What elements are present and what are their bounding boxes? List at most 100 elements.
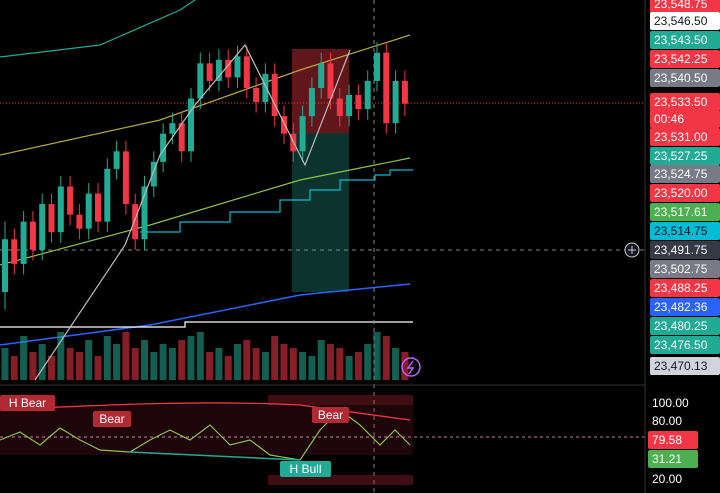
volume-bar — [187, 336, 195, 380]
price-tag — [650, 0, 720, 13]
candle-body — [188, 98, 194, 152]
osc-tag — [648, 470, 698, 488]
candle-body — [160, 133, 167, 162]
candle-body — [67, 186, 74, 215]
candle-body — [206, 63, 213, 81]
candle-body — [48, 204, 55, 233]
signal-label: Bear — [318, 408, 343, 422]
candle-body — [132, 204, 139, 240]
price-tag — [650, 31, 720, 49]
volume-bar — [168, 348, 176, 380]
price-label: 23,540.50 — [654, 71, 708, 85]
candle-body — [178, 123, 185, 152]
price-label: 23,482.36 — [654, 300, 708, 314]
price-tag — [650, 12, 720, 30]
volume-bar — [243, 340, 251, 380]
ma-green — [0, 157, 411, 266]
candle-body — [392, 80, 399, 124]
osc-tag — [648, 394, 698, 412]
ma-blue — [0, 283, 411, 346]
candle-body — [346, 95, 353, 117]
signal-tag — [312, 407, 349, 423]
crosshair-plus — [628, 246, 636, 254]
candle-body — [234, 56, 241, 78]
signal-label: H Bull — [289, 462, 321, 476]
volume-bar — [66, 348, 74, 380]
volume-bar — [224, 356, 232, 380]
price-label: 23,524.75 — [654, 167, 708, 181]
price-tag — [650, 298, 720, 316]
volume-bar — [336, 348, 344, 380]
volume-bar — [141, 340, 148, 380]
price-label: 23,543.50 — [654, 33, 708, 47]
price-label: 23,520.00 — [654, 186, 708, 200]
osc-label: 20.00 — [652, 472, 682, 486]
volume-bar — [29, 352, 37, 380]
alert-icon[interactable] — [401, 357, 421, 377]
osc-label: 79.58 — [652, 433, 682, 447]
volume-bar — [206, 352, 214, 380]
volume-bar — [150, 352, 158, 380]
price-label: 00:46 — [654, 112, 684, 126]
volume-bar — [10, 356, 18, 380]
candle-body — [122, 151, 129, 205]
candle-body — [225, 59, 232, 78]
volume-bar — [354, 352, 362, 380]
osc-tag — [648, 431, 698, 449]
price-label: 23,476.50 — [654, 338, 708, 352]
candle-body — [57, 186, 64, 233]
volume-bar — [131, 348, 139, 380]
volume-bar — [299, 352, 307, 380]
price-label: 23,517.61 — [654, 205, 708, 219]
volume-bar — [85, 340, 93, 380]
price-label: 23,491.75 — [654, 243, 708, 257]
zigzag — [34, 43, 351, 381]
volume-bar — [1, 348, 9, 380]
price-label: 23,531.00 — [654, 130, 708, 144]
volume-bar — [345, 356, 353, 380]
candle-body — [20, 221, 27, 264]
short-target-zone — [292, 133, 349, 292]
volume-bar — [392, 348, 400, 380]
volume-bar — [196, 332, 204, 380]
candle-body — [76, 214, 83, 229]
candle-body — [39, 204, 46, 250]
price-tag — [650, 336, 720, 354]
volume-bar — [94, 356, 102, 380]
volume-bar — [75, 352, 83, 380]
osc-label: 80.00 — [652, 414, 682, 428]
osc-label: 31.21 — [652, 452, 682, 466]
candle-body — [11, 239, 18, 264]
candle-body — [2, 239, 8, 293]
volume-bar — [373, 332, 381, 380]
osc-top-band — [268, 395, 413, 405]
price-label: 23,546.50 — [654, 14, 708, 28]
osc-tag — [648, 450, 698, 468]
osc-label: 100.00 — [652, 396, 689, 410]
signal-tag — [93, 411, 131, 427]
candle-body — [383, 52, 390, 124]
candle-body — [150, 161, 157, 187]
upper-band — [0, 0, 196, 58]
volume-bar — [289, 348, 297, 380]
osc-bottom-band — [268, 475, 413, 485]
osc-tag — [648, 412, 698, 430]
price-tag — [650, 203, 720, 221]
candle-body — [262, 73, 269, 103]
candle-body — [141, 186, 148, 240]
price-tag — [650, 184, 720, 202]
volume-bar — [57, 332, 65, 380]
price-tag — [650, 241, 720, 259]
price-label: 23,514.75 — [654, 224, 708, 238]
price-label: 23,533.50 — [654, 95, 708, 109]
volume-bar — [48, 356, 55, 380]
price-tag — [650, 110, 720, 128]
price-tag — [650, 317, 720, 335]
candle-body — [215, 59, 222, 81]
candle-body — [95, 193, 101, 222]
volume-bar — [280, 344, 288, 380]
candle-body — [271, 73, 278, 117]
